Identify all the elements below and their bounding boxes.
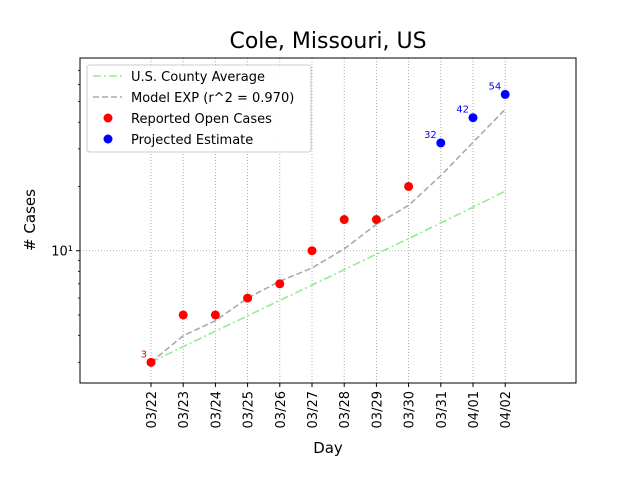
x-tick-label: 04/02 — [499, 391, 514, 428]
plot-frame — [79, 57, 577, 384]
data-point — [243, 293, 253, 303]
x-tick-label: 03/28 — [338, 391, 353, 428]
point-annotation: 3 — [141, 349, 147, 360]
chart-title: Cole, Missouri, US — [229, 29, 426, 54]
data-point — [436, 138, 446, 148]
data-point — [339, 215, 349, 225]
data-point — [275, 279, 285, 289]
x-tick-label: 03/23 — [177, 391, 192, 428]
data-point — [468, 113, 478, 123]
x-tick-label: 03/29 — [370, 391, 385, 428]
series-line — [150, 108, 506, 363]
data-point — [404, 181, 414, 191]
y-axis-ticks: 10¹ — [51, 245, 80, 260]
data-point — [210, 310, 220, 320]
legend-label: U.S. County Average — [131, 70, 265, 85]
x-tick-label: 03/26 — [274, 391, 289, 428]
point-annotation: 42 — [456, 105, 469, 116]
series-line — [150, 190, 506, 364]
legend-label: Model EXP (r^2 = 0.970) — [131, 91, 294, 106]
x-tick-label: 03/24 — [209, 391, 224, 428]
legend-label: Projected Estimate — [131, 133, 253, 148]
point-annotation: 32 — [424, 130, 437, 141]
x-tick-label: 03/30 — [403, 391, 418, 428]
legend-box — [86, 64, 312, 153]
x-tick-label: 03/27 — [306, 391, 321, 428]
x-tick-label: 04/01 — [467, 391, 482, 428]
data-point — [146, 357, 156, 367]
legend-marker — [103, 134, 113, 144]
y-axis-label: # Cases — [21, 189, 39, 251]
data-point — [371, 215, 381, 225]
point-annotations: 3 32 42 54 — [141, 81, 502, 360]
data-point — [500, 89, 510, 99]
x-axis-ticks: 03/22 03/23 03/24 03/25 03/26 03/27 03/28 03/29… — [145, 383, 514, 428]
x-tick-label: 03/25 — [242, 391, 257, 428]
x-tick-label: 03/31 — [435, 391, 450, 428]
series-lines — [150, 108, 506, 364]
y-tick-label: 10¹ — [51, 245, 73, 260]
legend: U.S. County Average Model EXP (r^2 = 0.97… — [86, 64, 312, 153]
point-annotation: 54 — [488, 81, 501, 92]
x-axis-label: Day — [313, 439, 343, 457]
legend-marker — [103, 113, 113, 123]
x-tick-label: 03/22 — [145, 391, 160, 428]
legend-label: Reported Open Cases — [131, 112, 272, 127]
data-point — [178, 310, 188, 320]
series-points — [146, 89, 510, 367]
data-point — [307, 246, 317, 256]
